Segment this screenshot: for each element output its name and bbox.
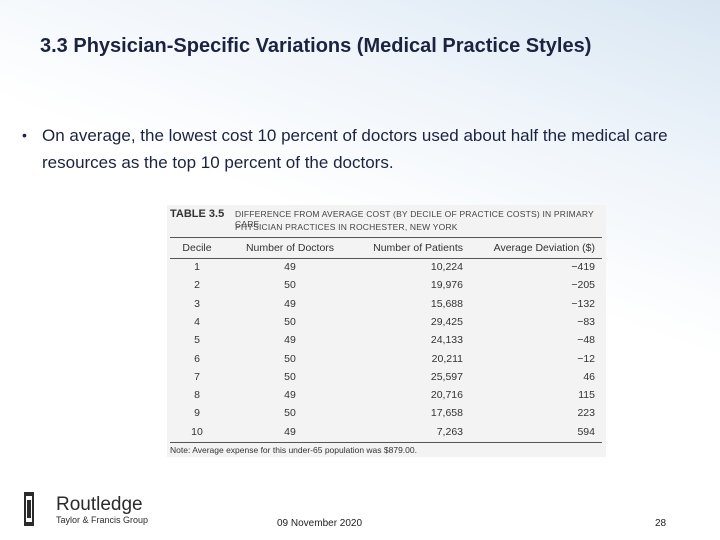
table-note: Note: Average expense for this under-65 … — [170, 445, 417, 455]
publisher-group: Taylor & Francis Group — [56, 515, 148, 525]
table-cell: 29,425 — [430, 315, 463, 328]
table-cell: 4 — [194, 315, 200, 328]
table-cell: 115 — [578, 389, 595, 402]
slide-title: 3.3 Physician-Specific Variations (Medic… — [40, 35, 592, 57]
table-cell: 25,597 — [430, 370, 463, 383]
table-cell: 46 — [583, 370, 595, 383]
table-cell: 49 — [284, 425, 296, 438]
table-cell: 24,133 — [430, 334, 463, 347]
table-cell: 50 — [284, 352, 296, 365]
table-cell: 7 — [194, 370, 200, 383]
column-header: Average Deviation ($) — [493, 242, 595, 254]
bullet-text: On average, the lowest cost 10 percent o… — [42, 126, 668, 172]
table-cell: 20,716 — [430, 389, 463, 402]
table-cell: 3 — [194, 297, 200, 310]
table-cell: 19,976 — [430, 279, 463, 292]
rule — [170, 258, 602, 259]
table-cell: 10 — [191, 425, 203, 438]
table-cell: 50 — [284, 315, 296, 328]
table-cell: 49 — [284, 297, 296, 310]
table-cell: −12 — [577, 352, 595, 365]
column-header: Decile — [182, 242, 212, 254]
table-cell: 1 — [194, 261, 200, 273]
table-cell: 15,688 — [430, 297, 463, 310]
table-cell: 5 — [194, 334, 200, 347]
table-cell: 50 — [284, 279, 296, 292]
table-cell: 6 — [194, 352, 200, 365]
table-cell: 49 — [284, 261, 296, 273]
table-cell: 49 — [284, 389, 296, 402]
table-cell: −83 — [577, 315, 595, 328]
table-cell: −132 — [571, 297, 595, 310]
table-cell: 223 — [577, 407, 595, 420]
table-cell: 50 — [284, 370, 296, 383]
rule — [170, 237, 602, 238]
table-cell: 594 — [577, 425, 595, 438]
table-label: TABLE 3.5 — [170, 208, 225, 220]
table-cell: 7,263 — [436, 425, 463, 438]
table-cell: 9 — [194, 407, 200, 420]
table-image: TABLE 3.5 DIFFERENCE FROM AVERAGE COST (… — [167, 205, 606, 457]
rule — [170, 442, 602, 443]
table-caption: PHYSICIAN PRACTICES IN ROCHESTER, NEW YO… — [235, 222, 458, 232]
footer-date: 09 November 2020 — [277, 518, 363, 529]
publisher-name: Routledge — [56, 494, 143, 515]
table-cell: 8 — [194, 389, 200, 402]
table-cell: −48 — [577, 334, 595, 347]
table-cell: 49 — [284, 334, 296, 347]
column-header: Number of Doctors — [245, 242, 335, 254]
table-cell: 2 — [194, 279, 200, 292]
table-cell: 20,211 — [431, 352, 463, 365]
table-cell: −205 — [571, 279, 595, 292]
table-cell: 10,224 — [430, 261, 463, 273]
table-caption: DIFFERENCE FROM AVERAGE COST (BY DECILE … — [235, 209, 594, 229]
table-cell: −419 — [571, 261, 595, 273]
page-number: 28 — [655, 518, 667, 529]
table-cell: 50 — [284, 407, 296, 420]
bullet: • On average, the lowest cost 10 percent … — [22, 126, 668, 172]
publisher-logo: Routledge Taylor & Francis Group — [24, 492, 148, 526]
column-header: Number of Patients — [373, 242, 463, 254]
table-cell: 17,658 — [430, 407, 463, 420]
